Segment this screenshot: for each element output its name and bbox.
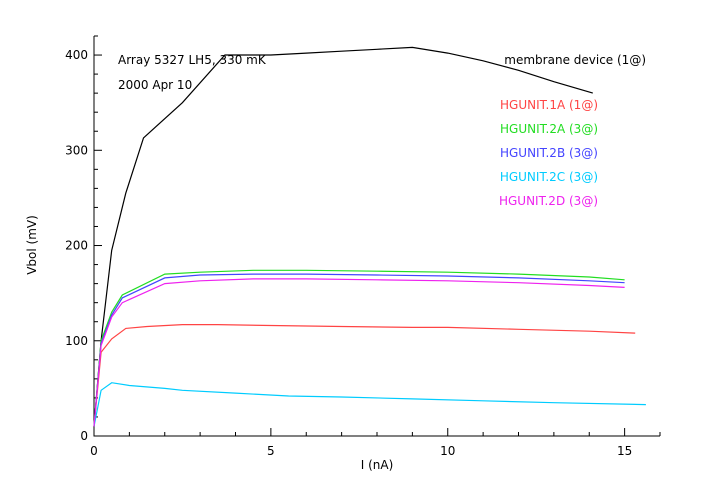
y-tick-label: 100 bbox=[65, 334, 88, 348]
legend: HGUNIT.1A (1@) HGUNIT.2A (3@) HGUNIT.2B (3… bbox=[499, 98, 598, 208]
series-line-5 bbox=[93, 278, 625, 427]
series-line-0 bbox=[93, 46, 593, 427]
annotation-membrane-device: membrane device (1@) bbox=[504, 53, 646, 67]
labels-layer: Array 5327 LH5, 330 mK 2000 Apr 10 membr… bbox=[25, 53, 646, 472]
y-axis-label: Vbol (mV) bbox=[25, 215, 39, 275]
y-tick-label: 200 bbox=[65, 239, 88, 253]
annotation-array: Array 5327 LH5, 330 mK bbox=[118, 53, 267, 67]
series-layer bbox=[93, 46, 646, 427]
x-tick-label: 15 bbox=[617, 444, 632, 458]
y-tick-label: 300 bbox=[65, 143, 88, 157]
y-tick-label: 400 bbox=[65, 48, 88, 62]
series-line-2 bbox=[93, 269, 625, 427]
x-tick-label: 5 bbox=[267, 444, 275, 458]
legend-entry-1: HGUNIT.1A (1@) bbox=[500, 98, 598, 112]
series-line-4 bbox=[93, 382, 646, 427]
y-tick-label: 0 bbox=[80, 429, 88, 443]
legend-entry-2: HGUNIT.2A (3@) bbox=[500, 122, 598, 136]
axis-frame bbox=[93, 36, 660, 437]
legend-entry-3: HGUNIT.2B (3@) bbox=[500, 146, 598, 160]
series-line-3 bbox=[93, 273, 625, 427]
annotation-date: 2000 Apr 10 bbox=[118, 78, 192, 92]
x-tick-label: 0 bbox=[90, 444, 98, 458]
x-axis-label: I (nA) bbox=[361, 458, 394, 472]
legend-entry-4: HGUNIT.2C (3@) bbox=[500, 170, 598, 184]
legend-entry-5: HGUNIT.2D (3@) bbox=[499, 194, 598, 208]
axes: 0 5 10 15 0 100 200 300 400 bbox=[65, 35, 661, 458]
series-line-1 bbox=[93, 324, 636, 427]
x-tick-label: 10 bbox=[440, 444, 455, 458]
